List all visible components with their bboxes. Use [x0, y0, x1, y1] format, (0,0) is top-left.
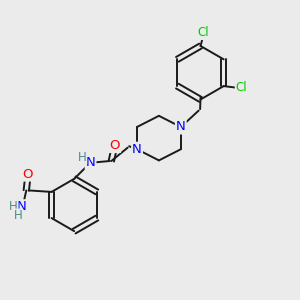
Text: Cl: Cl — [236, 81, 247, 94]
Text: O: O — [110, 139, 120, 152]
Text: N: N — [132, 143, 142, 156]
Text: H: H — [9, 200, 18, 213]
Text: N: N — [176, 121, 186, 134]
Text: O: O — [22, 168, 33, 181]
Text: H: H — [14, 209, 22, 222]
Text: Cl: Cl — [198, 26, 209, 39]
Text: N: N — [17, 200, 27, 213]
Text: N: N — [86, 156, 95, 169]
Text: H: H — [78, 151, 87, 164]
